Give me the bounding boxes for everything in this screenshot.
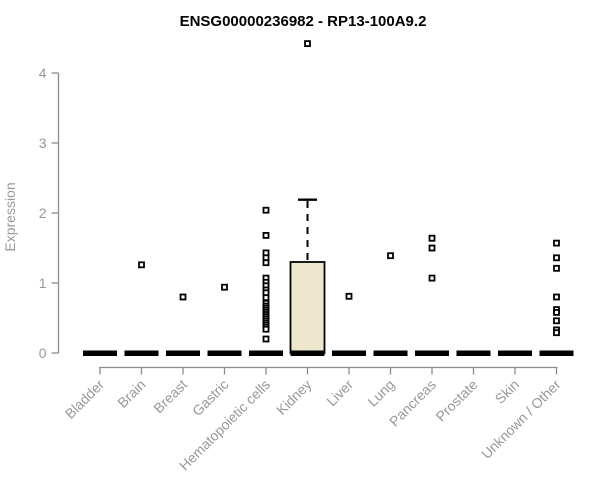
median-bar <box>456 350 491 356</box>
y-tick-label: 3 <box>39 135 47 151</box>
y-tick-label: 2 <box>39 205 47 221</box>
y-tick-label: 1 <box>39 275 47 291</box>
data-point <box>304 40 311 47</box>
data-point <box>179 293 187 301</box>
data-point <box>262 231 270 239</box>
data-point <box>262 335 270 343</box>
median-bar <box>415 350 449 356</box>
data-point <box>428 234 436 242</box>
box <box>289 261 326 354</box>
data-point <box>262 206 270 214</box>
x-tick-label: Liver <box>323 376 356 409</box>
plot-marks <box>83 40 574 356</box>
median-bar <box>332 350 366 356</box>
median-bar <box>249 350 283 356</box>
data-point <box>262 325 270 333</box>
data-point <box>428 244 436 252</box>
x-tick-label: Bladder <box>62 376 108 422</box>
data-point <box>262 259 270 267</box>
y-axis-title: Expression <box>2 182 18 251</box>
x-tick-label: Brain <box>114 376 148 410</box>
x-tick-label: Breast <box>150 376 190 416</box>
median-bar <box>290 350 325 356</box>
median-bar <box>539 350 574 356</box>
data-point <box>553 239 560 247</box>
x-tick-label: Kidney <box>273 376 315 418</box>
data-point <box>553 317 560 325</box>
median-bar <box>124 350 159 356</box>
data-point <box>553 293 560 301</box>
data-point <box>138 261 145 269</box>
x-tick-label: Prostate <box>432 376 480 424</box>
x-tick-label: Unknown / Other <box>478 376 564 462</box>
median-bar <box>498 350 532 356</box>
chart-title: ENSG00000236982 - RP13-100A9.2 <box>180 13 427 30</box>
data-point <box>553 308 560 316</box>
median-bar <box>166 350 200 356</box>
x-tick-label: Skin <box>492 376 523 407</box>
median-bar <box>373 350 408 356</box>
data-point <box>221 283 228 291</box>
data-point <box>553 264 560 272</box>
x-tick-label: Lung <box>364 376 397 409</box>
data-point <box>553 329 560 337</box>
y-tick-label: 0 <box>39 345 47 361</box>
y-tick-label: 4 <box>39 65 47 81</box>
data-point <box>428 274 436 282</box>
median-bar <box>207 350 242 356</box>
median-bar <box>83 350 117 356</box>
data-point <box>387 252 394 260</box>
data-point <box>345 292 353 300</box>
data-point <box>262 294 270 302</box>
data-point <box>553 254 560 262</box>
